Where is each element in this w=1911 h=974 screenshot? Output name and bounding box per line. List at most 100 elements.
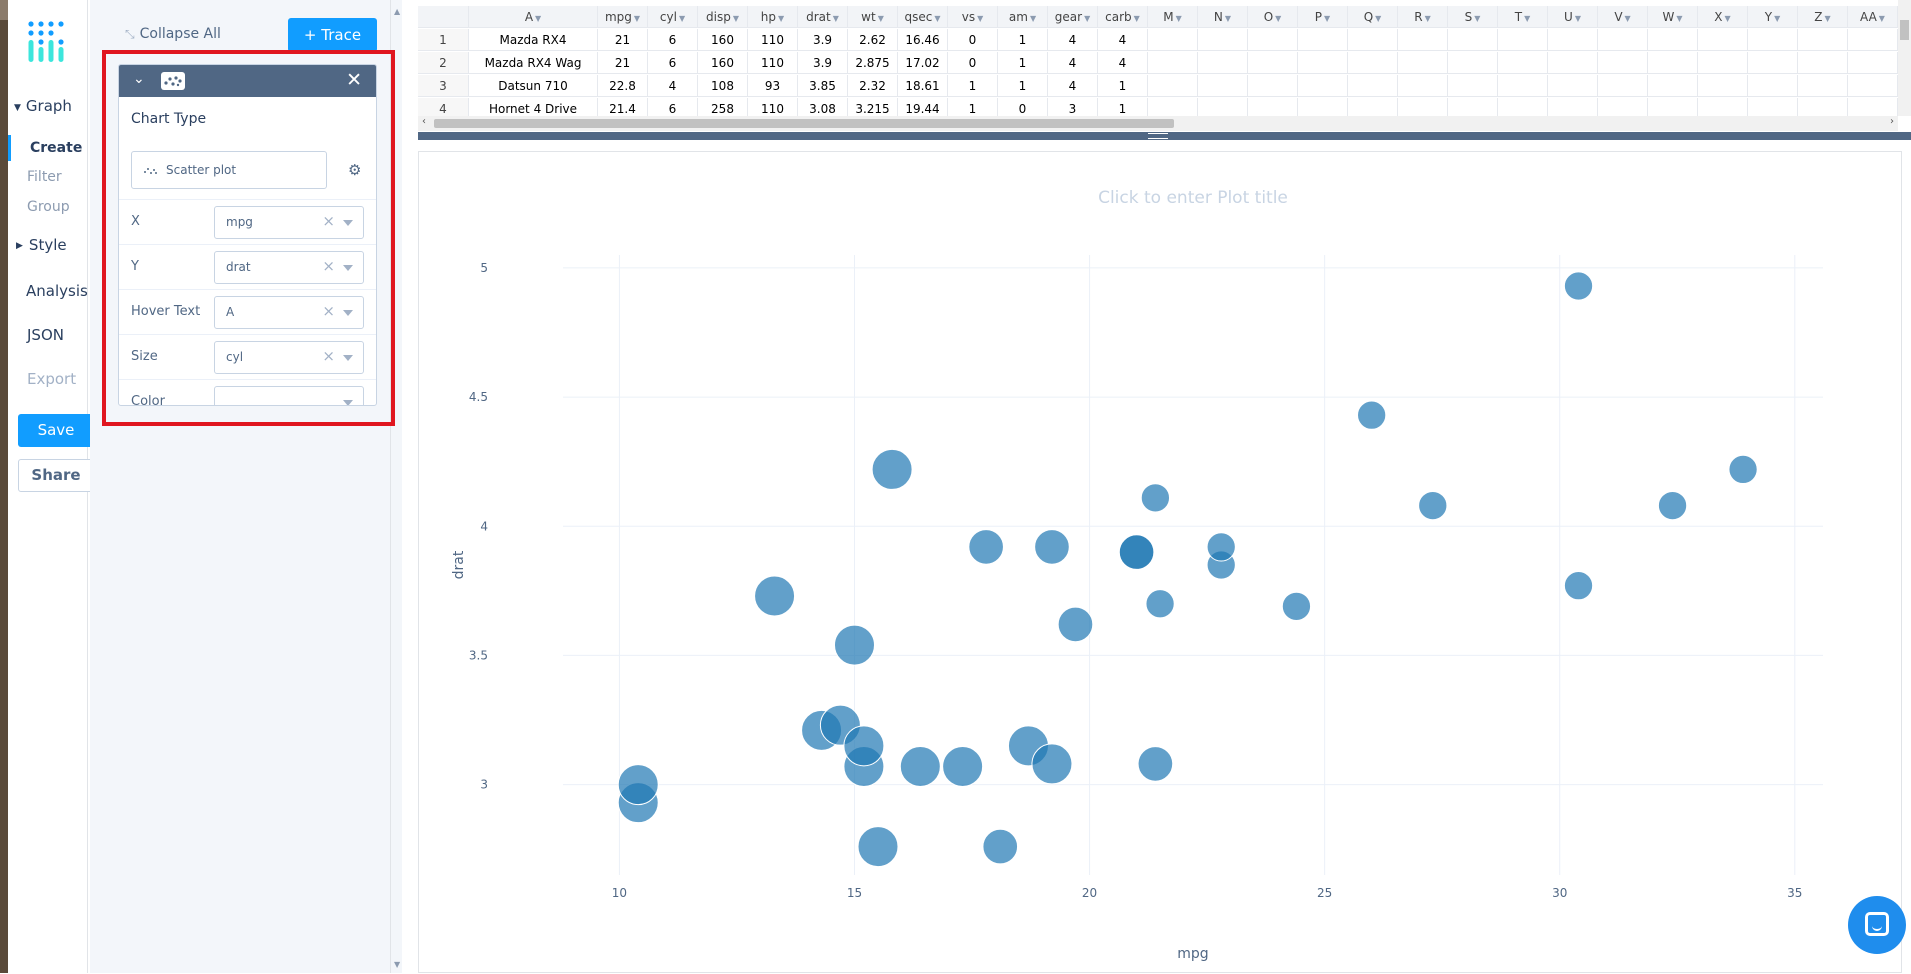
data-point[interactable] <box>1137 746 1174 782</box>
column-header[interactable]: gear ▼ <box>1048 6 1098 28</box>
filter-icon[interactable]: ▼ <box>1175 14 1182 23</box>
nav-graph[interactable]: ▼ Graph <box>14 97 72 115</box>
table-cell[interactable]: 6 <box>648 29 698 51</box>
data-point[interactable] <box>857 826 899 868</box>
chevron-down-icon[interactable]: ⌄ <box>133 71 145 87</box>
filter-icon[interactable]: ▼ <box>1774 14 1781 23</box>
table-cell[interactable] <box>1448 52 1498 74</box>
clear-icon[interactable]: × <box>322 212 335 230</box>
filter-icon[interactable]: ▼ <box>678 14 686 23</box>
table-cell[interactable]: 0 <box>948 52 998 74</box>
table-cell[interactable]: 17.02 <box>898 52 948 74</box>
table-cell[interactable] <box>1748 29 1798 51</box>
x-axis-title[interactable]: mpg <box>1177 946 1208 962</box>
table-cell[interactable]: 108 <box>698 75 748 97</box>
filter-icon[interactable]: ▼ <box>1029 14 1037 23</box>
clear-icon[interactable]: × <box>322 347 335 365</box>
row-number[interactable]: 3 <box>418 75 469 97</box>
nav-style[interactable]: ▶ Style <box>8 236 88 254</box>
table-cell[interactable]: 3.9 <box>798 52 848 74</box>
data-point[interactable] <box>1563 271 1594 301</box>
data-point[interactable] <box>1657 490 1688 521</box>
table-cell[interactable] <box>1348 29 1398 51</box>
column-header[interactable]: N ▼ <box>1198 6 1248 28</box>
color-dropdown[interactable] <box>214 386 364 405</box>
table-cell[interactable]: 1 <box>998 29 1048 51</box>
table-cell[interactable] <box>1698 75 1748 97</box>
column-header[interactable]: S ▼ <box>1448 6 1498 28</box>
chart-type-select[interactable]: Scatter plot <box>131 151 327 189</box>
column-header[interactable]: Z ▼ <box>1798 6 1848 28</box>
table-cell[interactable] <box>1548 52 1598 74</box>
table-cell[interactable]: Datsun 710 <box>469 75 598 97</box>
data-point[interactable] <box>843 725 885 767</box>
panel-scrollbar[interactable]: ▲ ▼ <box>390 0 402 973</box>
scroll-left-icon[interactable]: ‹ <box>422 116 426 127</box>
chat-bubble-icon[interactable] <box>1848 896 1906 954</box>
table-cell[interactable] <box>1298 75 1348 97</box>
table-cell[interactable]: 93 <box>748 75 798 97</box>
data-point[interactable] <box>968 529 1004 565</box>
table-cell[interactable]: 3.85 <box>798 75 848 97</box>
table-cell[interactable] <box>1398 75 1448 97</box>
column-header[interactable]: R ▼ <box>1398 6 1448 28</box>
table-cell[interactable]: 110 <box>748 29 798 51</box>
table-cell[interactable]: 4 <box>1048 52 1098 74</box>
table-cell[interactable] <box>1398 29 1448 51</box>
nav-create[interactable]: Create <box>8 135 88 161</box>
table-cell[interactable] <box>1448 29 1498 51</box>
table-cell[interactable] <box>1198 75 1248 97</box>
table-cell[interactable]: 4 <box>648 75 698 97</box>
table-cell[interactable] <box>1148 29 1198 51</box>
nav-filter[interactable]: Filter <box>27 169 62 185</box>
plot-title[interactable]: Click to enter Plot title <box>1098 188 1288 208</box>
table-cell[interactable] <box>1798 52 1848 74</box>
table-cell[interactable]: 4 <box>1098 52 1148 74</box>
table-cell[interactable]: 4 <box>1098 29 1148 51</box>
column-header[interactable]: qsec ▼ <box>898 6 948 28</box>
table-cell[interactable] <box>1498 29 1548 51</box>
nav-group[interactable]: Group <box>27 199 70 215</box>
filter-icon[interactable]: ▼ <box>1275 14 1282 23</box>
table-cell[interactable] <box>1548 75 1598 97</box>
table-cell[interactable] <box>1648 52 1698 74</box>
filter-icon[interactable]: ▼ <box>877 14 884 23</box>
table-cell[interactable] <box>1848 29 1898 51</box>
table-cell[interactable] <box>1248 75 1298 97</box>
table-cell[interactable]: 110 <box>748 52 798 74</box>
filter-icon[interactable]: ▼ <box>1375 14 1382 23</box>
data-point[interactable] <box>833 624 875 666</box>
column-header[interactable]: T ▼ <box>1498 6 1548 28</box>
table-cell[interactable] <box>1448 75 1498 97</box>
column-header[interactable]: Y ▼ <box>1748 6 1798 28</box>
table-cell[interactable] <box>1798 75 1848 97</box>
table-cell[interactable] <box>1848 75 1898 97</box>
table-cell[interactable]: 1 <box>1098 75 1148 97</box>
size-dropdown[interactable]: cyl × <box>214 341 364 374</box>
filter-icon[interactable]: ▼ <box>934 14 941 23</box>
collapse-all-button[interactable]: ⤡ Collapse All <box>125 26 221 42</box>
filter-icon[interactable]: ▼ <box>1133 14 1140 23</box>
scatter-chart[interactable]: Click to enter Plot title 10 15 20 25 30 35 3 3.… <box>419 152 1903 974</box>
table-cell[interactable]: 6 <box>648 52 698 74</box>
table-cell[interactable]: 160 <box>698 29 748 51</box>
table-cell[interactable] <box>1198 29 1248 51</box>
nav-export[interactable]: Export <box>27 370 77 388</box>
row-number[interactable]: 2 <box>418 52 469 74</box>
data-point[interactable] <box>1206 532 1236 562</box>
filter-icon[interactable]: ▼ <box>1224 14 1232 23</box>
dropdown-arrow-icon[interactable] <box>343 400 353 405</box>
table-cell[interactable]: 1 <box>998 75 1048 97</box>
table-cell[interactable] <box>1698 52 1748 74</box>
column-header[interactable]: W ▼ <box>1648 6 1698 28</box>
table-cell[interactable]: 21 <box>598 52 648 74</box>
table-cell[interactable]: 4 <box>1048 75 1098 97</box>
column-header[interactable]: X ▼ <box>1698 6 1748 28</box>
y-axis-title[interactable]: drat <box>451 550 467 579</box>
table-cell[interactable] <box>1498 52 1548 74</box>
gear-icon[interactable]: ⚙ <box>348 161 362 179</box>
table-cell[interactable] <box>1748 52 1798 74</box>
column-header[interactable]: A ▼ <box>469 6 598 28</box>
table-cell[interactable]: 3.9 <box>798 29 848 51</box>
grid-horizontal-scrollbar[interactable]: ‹ › <box>418 116 1898 131</box>
